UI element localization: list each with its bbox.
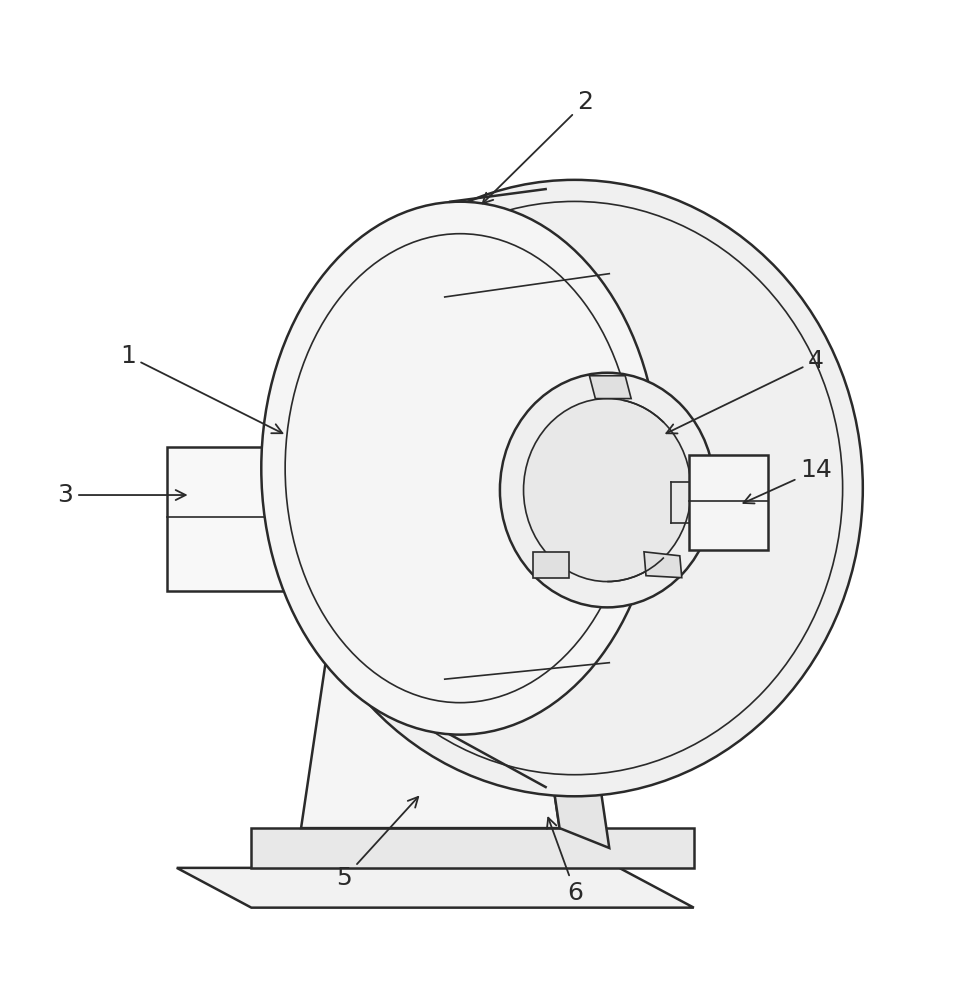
Text: 1: 1: [120, 344, 283, 433]
Polygon shape: [532, 552, 568, 578]
Polygon shape: [177, 868, 694, 908]
Polygon shape: [361, 425, 550, 440]
Polygon shape: [252, 828, 694, 868]
Polygon shape: [644, 552, 681, 578]
Text: 2: 2: [483, 90, 593, 203]
Bar: [166, 447, 350, 591]
Bar: [689, 455, 769, 550]
Polygon shape: [590, 376, 631, 399]
Polygon shape: [301, 425, 560, 828]
Text: 4: 4: [666, 349, 824, 433]
Text: 14: 14: [743, 458, 832, 503]
Ellipse shape: [499, 373, 714, 607]
Text: 6: 6: [547, 818, 584, 905]
Ellipse shape: [261, 202, 659, 735]
Text: 3: 3: [57, 483, 186, 507]
Ellipse shape: [287, 180, 862, 796]
Polygon shape: [499, 425, 609, 848]
Text: 5: 5: [337, 797, 418, 890]
Ellipse shape: [524, 399, 691, 582]
